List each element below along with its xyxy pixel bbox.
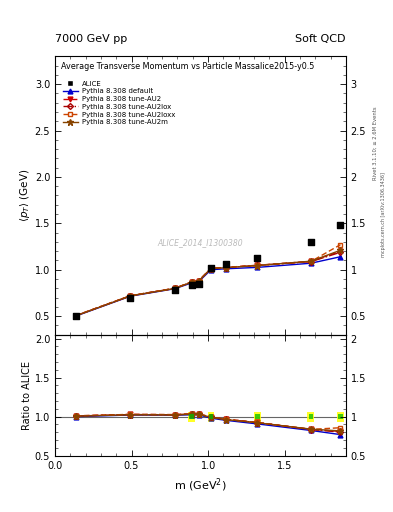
Bar xyxy=(254,412,261,422)
Text: 7000 GeV pp: 7000 GeV pp xyxy=(55,33,127,44)
Text: ALICE_2014_I1300380: ALICE_2014_I1300380 xyxy=(158,238,243,247)
Point xyxy=(73,312,79,320)
Bar xyxy=(338,414,343,419)
Bar xyxy=(188,412,195,422)
Point xyxy=(254,253,260,262)
X-axis label: m (GeV$^2$): m (GeV$^2$) xyxy=(174,476,227,494)
Point xyxy=(195,280,202,288)
Y-axis label: Ratio to ALICE: Ratio to ALICE xyxy=(22,360,32,430)
Bar xyxy=(309,414,313,419)
Point xyxy=(337,221,343,229)
Text: Rivet 3.1.10; ≥ 2.6M Events: Rivet 3.1.10; ≥ 2.6M Events xyxy=(373,106,378,180)
Legend: ALICE, Pythia 8.308 default, Pythia 8.308 tune-AU2, Pythia 8.308 tune-AU2lox, Py: ALICE, Pythia 8.308 default, Pythia 8.30… xyxy=(61,79,176,127)
Point xyxy=(208,264,214,272)
Point xyxy=(127,293,134,302)
Bar xyxy=(189,414,194,419)
Point xyxy=(172,286,178,294)
Bar xyxy=(209,414,213,419)
Point xyxy=(189,281,195,289)
Text: mcplots.cern.ch [arXiv:1306.3436]: mcplots.cern.ch [arXiv:1306.3436] xyxy=(381,173,386,258)
Point xyxy=(222,260,229,268)
Text: Soft QCD: Soft QCD xyxy=(296,33,346,44)
Point xyxy=(308,238,314,246)
Y-axis label: $\langle p_T \rangle$ (GeV): $\langle p_T \rangle$ (GeV) xyxy=(18,169,32,222)
Bar xyxy=(255,414,259,419)
Bar xyxy=(337,412,344,422)
Bar xyxy=(307,412,314,422)
Text: Average Transverse Momentum vs Particle Massalice2015-y0.5: Average Transverse Momentum vs Particle … xyxy=(61,62,314,71)
Bar xyxy=(208,412,215,422)
